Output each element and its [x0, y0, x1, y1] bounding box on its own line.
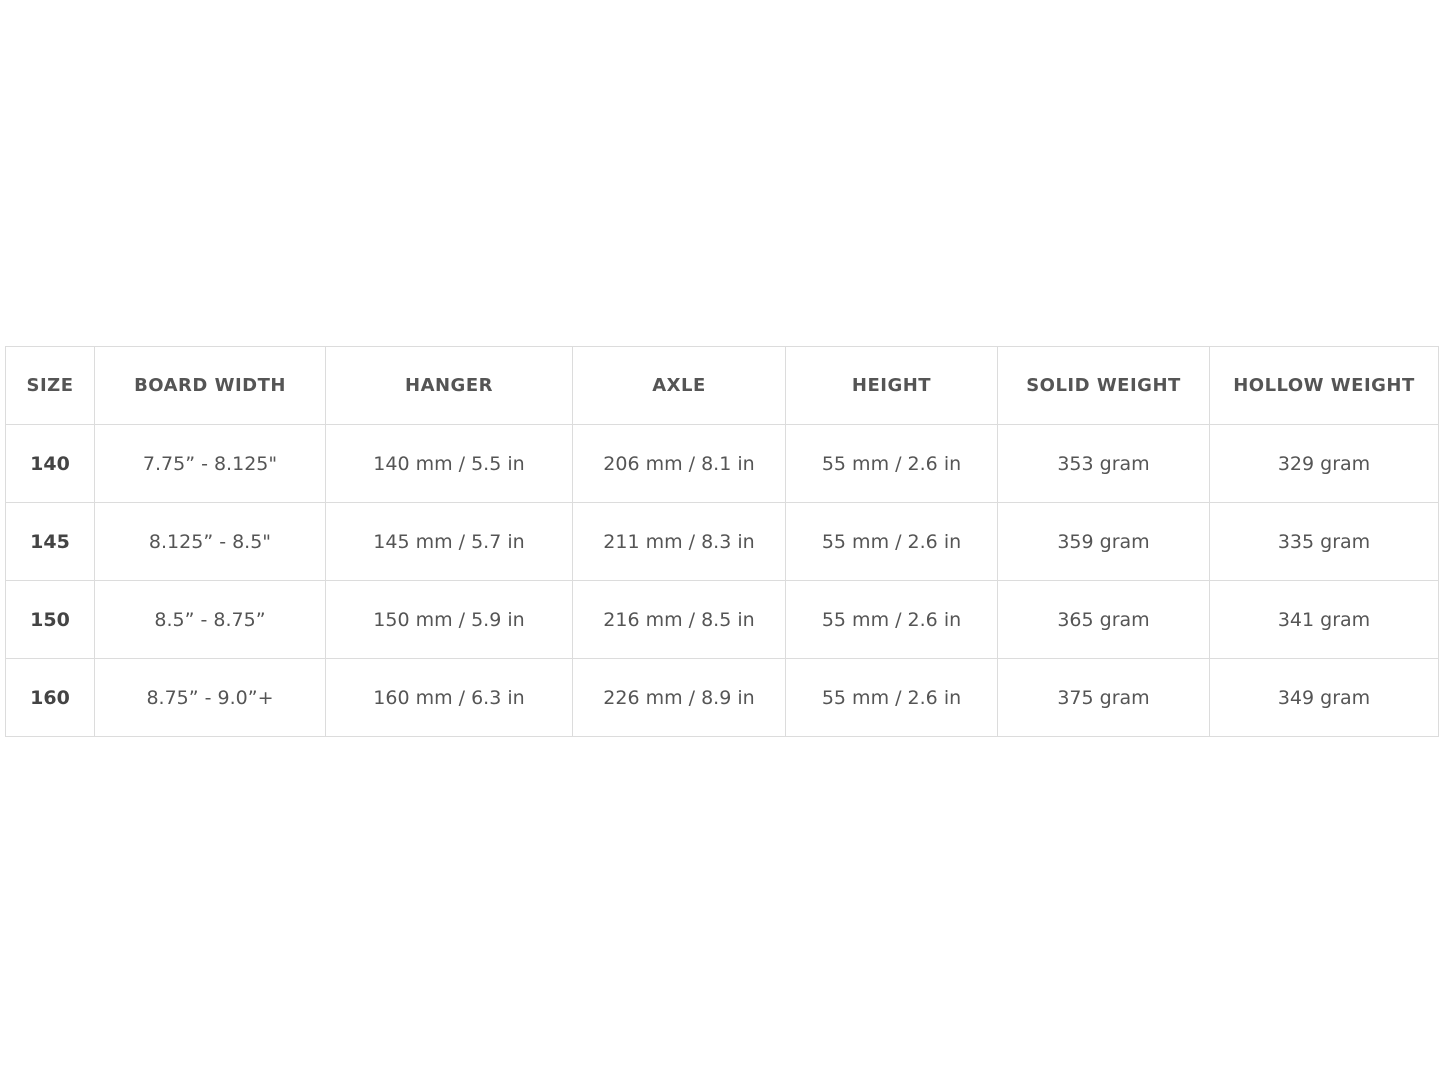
cell-size: 150: [5, 580, 95, 659]
cell-axle: 211 mm / 8.3 in: [572, 502, 786, 581]
cell-hanger: 145 mm / 5.7 in: [325, 502, 573, 581]
cell-size: 140: [5, 424, 95, 503]
cell-height: 55 mm / 2.6 in: [785, 424, 998, 503]
header-row: SIZE BOARD WIDTH HANGER AXLE HEIGHT SOLID WEI…: [5, 346, 1439, 425]
column-header-hollow-weight: HOLLOW WEIGHT: [1209, 346, 1439, 425]
cell-solid-weight: 375 gram: [997, 658, 1210, 737]
size-chart-table: SIZE BOARD WIDTH HANGER AXLE HEIGHT SOLID WEI…: [5, 346, 1439, 737]
cell-hanger: 140 mm / 5.5 in: [325, 424, 573, 503]
cell-board-width: 7.75” - 8.125": [94, 424, 326, 503]
cell-axle: 226 mm / 8.9 in: [572, 658, 786, 737]
table-row: 150 8.5” - 8.75” 150 mm / 5.9 in 216 mm / 8…: [5, 580, 1439, 659]
column-header-axle: AXLE: [572, 346, 786, 425]
table-row: 160 8.75” - 9.0”+ 160 mm / 6.3 in 226 mm / …: [5, 658, 1439, 737]
cell-hollow-weight: 329 gram: [1209, 424, 1439, 503]
cell-size: 160: [5, 658, 95, 737]
cell-hollow-weight: 335 gram: [1209, 502, 1439, 581]
column-header-solid-weight: SOLID WEIGHT: [997, 346, 1210, 425]
column-header-board-width: BOARD WIDTH: [94, 346, 326, 425]
cell-solid-weight: 353 gram: [997, 424, 1210, 503]
column-header-hanger: HANGER: [325, 346, 573, 425]
cell-hollow-weight: 349 gram: [1209, 658, 1439, 737]
cell-axle: 206 mm / 8.1 in: [572, 424, 786, 503]
cell-size: 145: [5, 502, 95, 581]
table-row: 140 7.75” - 8.125" 140 mm / 5.5 in 206 mm /…: [5, 424, 1439, 503]
cell-height: 55 mm / 2.6 in: [785, 658, 998, 737]
column-header-size: SIZE: [5, 346, 95, 425]
column-header-height: HEIGHT: [785, 346, 998, 425]
cell-height: 55 mm / 2.6 in: [785, 502, 998, 581]
cell-board-width: 8.5” - 8.75”: [94, 580, 326, 659]
cell-board-width: 8.125” - 8.5": [94, 502, 326, 581]
cell-hollow-weight: 341 gram: [1209, 580, 1439, 659]
cell-axle: 216 mm / 8.5 in: [572, 580, 786, 659]
cell-height: 55 mm / 2.6 in: [785, 580, 998, 659]
cell-hanger: 160 mm / 6.3 in: [325, 658, 573, 737]
cell-hanger: 150 mm / 5.9 in: [325, 580, 573, 659]
cell-solid-weight: 359 gram: [997, 502, 1210, 581]
cell-solid-weight: 365 gram: [997, 580, 1210, 659]
table-row: 145 8.125” - 8.5" 145 mm / 5.7 in 211 mm / …: [5, 502, 1439, 581]
cell-board-width: 8.75” - 9.0”+: [94, 658, 326, 737]
